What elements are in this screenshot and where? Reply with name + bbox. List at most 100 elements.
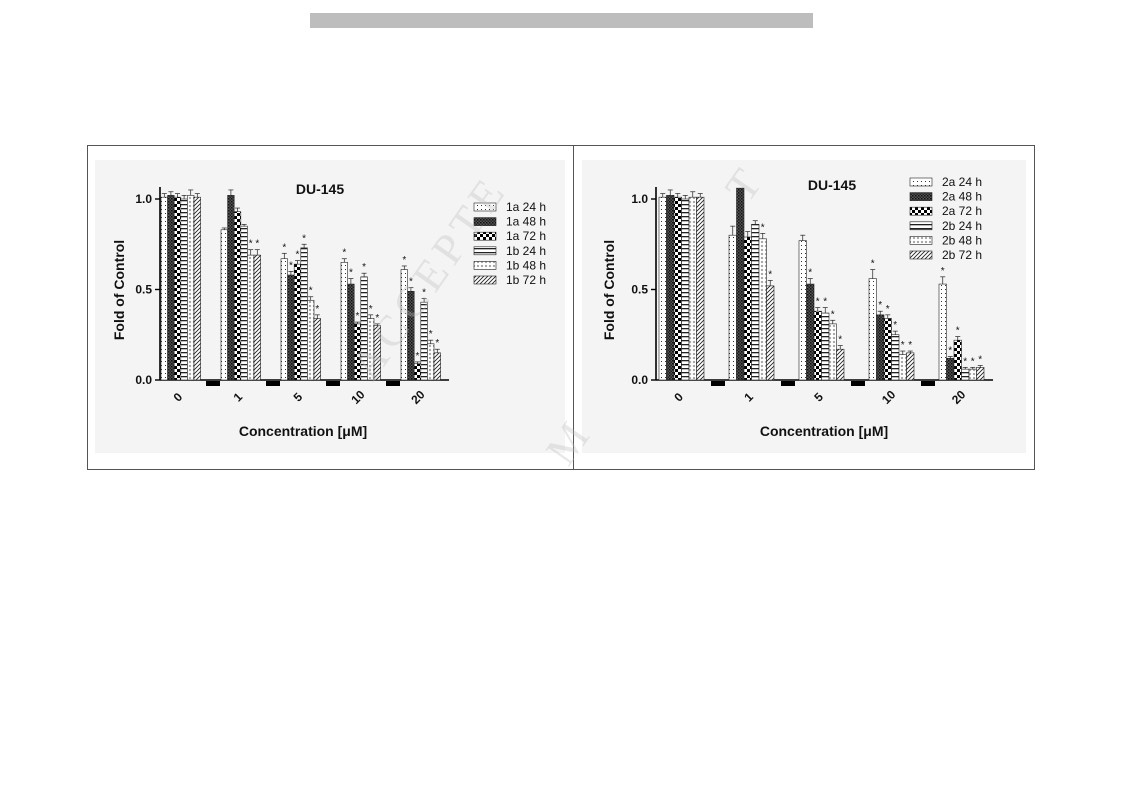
bar (876, 314, 885, 381)
legend-swatch (473, 275, 497, 285)
legend-swatch (909, 236, 933, 245)
legend-swatch (909, 250, 933, 260)
bar (961, 368, 970, 381)
legend-swatch (473, 231, 497, 241)
bar (953, 339, 962, 381)
legend-label: 1a 24 h (506, 200, 546, 214)
bar (821, 312, 830, 381)
significance-marker: * (908, 340, 912, 351)
y-tick-label: 0.0 (631, 373, 648, 387)
significance-marker: * (422, 288, 426, 299)
legend-label: 2a 48 h (942, 190, 982, 204)
significance-marker: * (893, 320, 897, 331)
y-tick-label: 0.5 (631, 283, 648, 297)
bar (673, 196, 682, 381)
legend-label: 1b 48 h (506, 258, 546, 272)
significance-marker: * (768, 269, 772, 280)
y-axis-label: Fold of Control (111, 240, 127, 340)
significance-marker: * (375, 313, 379, 324)
bar (976, 367, 985, 381)
significance-marker: * (302, 233, 306, 244)
legend-swatch (909, 206, 933, 216)
legend-label: 2a 24 h (942, 175, 982, 189)
bar (743, 236, 752, 381)
bar (766, 285, 775, 381)
header-bar (310, 13, 813, 28)
chart-title: DU-145 (296, 181, 344, 197)
x-tick-label: 5 (811, 390, 826, 405)
axis-gap-marker (921, 381, 935, 386)
x-tick-label: 10 (879, 387, 899, 407)
legend-label: 2b 24 h (942, 219, 982, 233)
legend-label: 2a 72 h (942, 204, 982, 218)
significance-marker: * (296, 250, 300, 261)
x-tick-label: 0 (671, 390, 686, 405)
y-tick-label: 0.0 (135, 373, 152, 387)
axis-gap-marker (206, 381, 220, 386)
axis-gap-marker (781, 381, 795, 386)
legend-swatch (909, 192, 933, 201)
bar (806, 283, 815, 381)
significance-marker: * (948, 345, 952, 356)
bar (898, 354, 907, 381)
significance-marker: * (941, 266, 945, 277)
legend-label: 1b 72 h (506, 273, 546, 287)
significance-marker: * (878, 300, 882, 311)
bar (883, 318, 892, 381)
bar (828, 323, 837, 381)
bar (751, 224, 760, 381)
significance-marker: * (978, 355, 982, 366)
significance-marker: * (956, 326, 960, 337)
significance-marker: * (356, 311, 360, 322)
significance-marker: * (816, 297, 820, 308)
bar (836, 348, 845, 381)
bar (813, 310, 822, 381)
significance-marker: * (289, 260, 293, 271)
chart-title: DU-145 (808, 177, 856, 193)
x-axis-label: Concentration [μM] (760, 423, 888, 439)
significance-marker: * (416, 351, 420, 362)
significance-marker: * (831, 309, 835, 320)
bar (798, 240, 807, 381)
significance-marker: * (349, 268, 353, 279)
axis-gap-marker (711, 381, 725, 386)
legend-label: 1b 24 h (506, 244, 546, 258)
panel-divider (573, 145, 574, 470)
significance-marker: * (369, 304, 373, 315)
y-tick-label: 0.5 (135, 283, 152, 297)
legend-swatch (473, 217, 497, 226)
significance-marker: * (342, 248, 346, 259)
significance-marker: * (409, 277, 413, 288)
significance-marker: * (963, 356, 967, 367)
significance-marker: * (309, 286, 313, 297)
significance-marker: * (255, 239, 259, 250)
legend-swatch (473, 202, 497, 212)
bar (688, 196, 697, 381)
axis-gap-marker (851, 381, 865, 386)
significance-marker: * (886, 304, 890, 315)
bar (758, 238, 767, 381)
bar (946, 357, 955, 381)
legend-label: 1a 48 h (506, 215, 546, 229)
x-tick-label: 1 (741, 390, 756, 405)
bar (681, 198, 690, 381)
significance-marker: * (435, 338, 439, 349)
bar (736, 187, 745, 381)
y-tick-label: 1.0 (631, 192, 648, 206)
significance-marker: * (838, 335, 842, 346)
significance-marker: * (249, 239, 253, 250)
significance-marker: * (823, 297, 827, 308)
significance-marker: * (402, 255, 406, 266)
bar (728, 234, 737, 381)
legend-label: 1a 72 h (506, 229, 546, 243)
bar (868, 278, 877, 381)
significance-marker: * (282, 242, 286, 253)
legend-label: 2b 72 h (942, 248, 982, 262)
axis-gap-marker (326, 381, 340, 386)
bar (906, 352, 915, 381)
legend-swatch (909, 177, 933, 187)
bar (696, 196, 705, 381)
legend-swatch (473, 246, 497, 256)
